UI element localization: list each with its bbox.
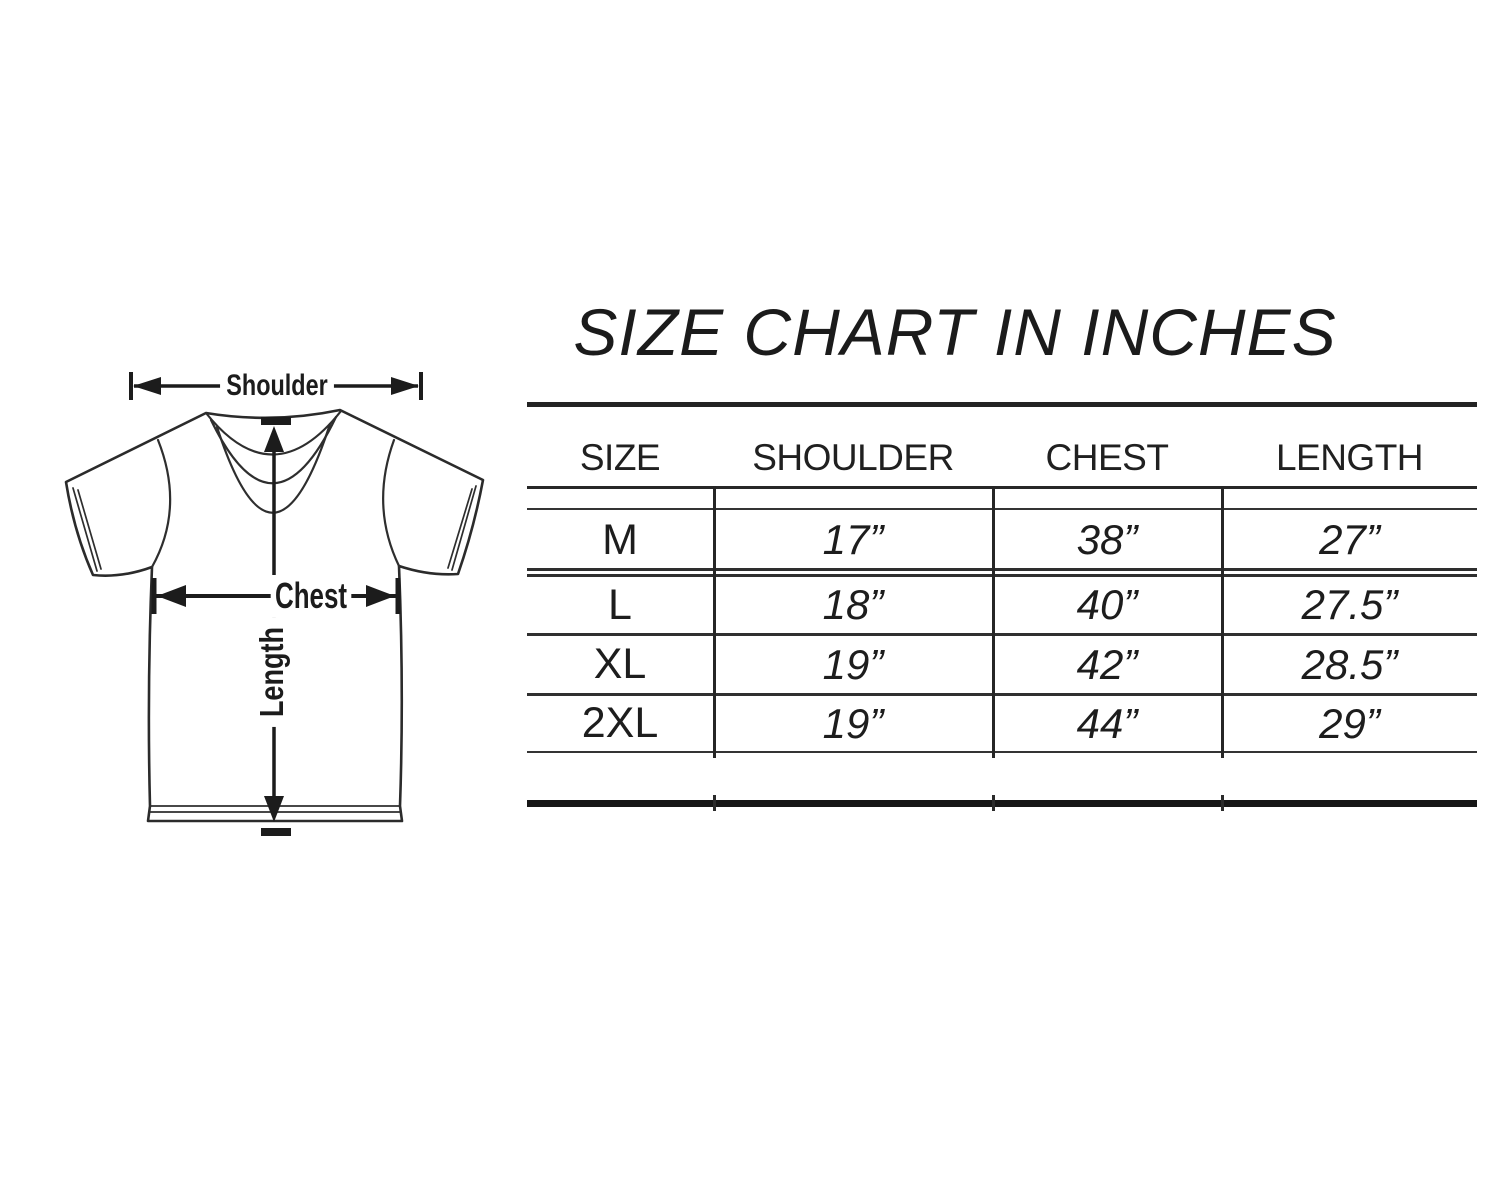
chest-value: 40” [1076,581,1138,628]
size-label: 2XL [581,699,659,747]
table-column-divider [992,486,995,758]
table-row-rule-l [527,633,1477,636]
length-value: 27.5” [1301,581,1398,628]
table-column-divider [713,486,716,758]
length-value: 27” [1319,516,1380,563]
length-value: 29” [1319,700,1380,747]
shoulder-value: 17” [822,516,884,563]
column-header-length: LENGTH [1275,437,1424,478]
chest-measure-arrow [151,578,401,614]
table-column-tick [713,795,716,811]
shoulder-value: 19” [822,700,884,747]
column-header-chest: CHEST [1045,437,1169,478]
table-row-rule-m [527,568,1477,577]
chest-value: 38” [1076,516,1138,563]
table-bottom-rule [527,800,1477,807]
column-header-shoulder: SHOULDER [752,437,954,478]
shoulder-value: 18” [822,581,884,628]
page-title: SIZE CHART IN INCHES [573,295,1337,369]
shoulder-label: Shoulder [220,369,334,403]
chest-label: Chest [270,575,352,617]
table-header-rule [527,486,1477,489]
size-label: L [608,581,632,629]
table-column-tick [1221,795,1224,811]
table-row-rule-xl [527,693,1477,696]
column-header-size: SIZE [579,437,661,478]
table-column-tick [992,795,995,811]
table-column-divider [1221,486,1224,758]
chest-value: 42” [1076,641,1138,688]
size-label: XL [593,640,647,688]
size-label: M [602,516,638,564]
table-subheader-rule [527,508,1477,510]
shoulder-value: 19” [822,641,884,688]
length-value: 28.5” [1301,641,1398,688]
table-top-rule [527,402,1477,407]
chest-value: 44” [1076,700,1138,747]
table-row-rule-2xl [527,751,1477,753]
length-label: Length [253,617,291,727]
